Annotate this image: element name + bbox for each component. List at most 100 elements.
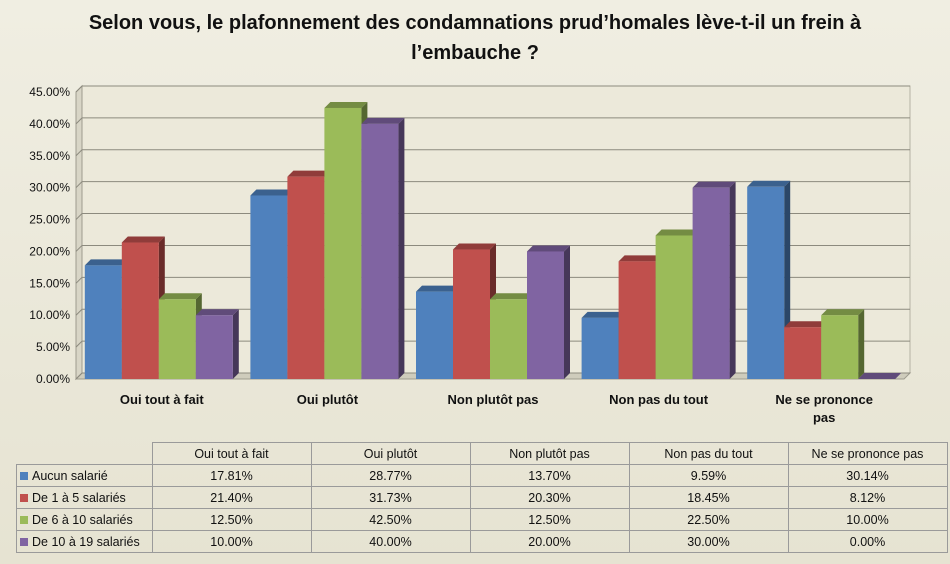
bar-top — [618, 255, 662, 262]
bar-front — [655, 235, 693, 379]
y-tick-label: 5.00% — [36, 340, 70, 354]
bar — [858, 373, 902, 379]
table-cell: 17.81% — [151, 464, 312, 487]
bar-front — [490, 299, 527, 379]
bar — [361, 117, 405, 379]
bar-top — [821, 309, 865, 316]
bar — [158, 293, 202, 379]
bar — [195, 309, 239, 379]
table-corner — [16, 442, 153, 465]
bar-top — [784, 321, 828, 328]
table-row: De 1 à 5 salariés 21.40% 31.73% 20.30% 18.45… — [16, 486, 948, 509]
bar — [84, 259, 128, 379]
bar-top — [361, 117, 405, 124]
legend-key — [20, 537, 28, 546]
bar — [527, 245, 570, 379]
data-table: Oui tout à fait Oui plutôt Non plutôt pas N… — [16, 442, 948, 553]
bar-top — [692, 181, 736, 188]
gridline — [75, 117, 910, 125]
table-column-header: Non plutôt pas — [469, 442, 630, 465]
bar-side — [858, 309, 865, 379]
table-cell: 20.30% — [469, 486, 630, 509]
bar-front — [453, 249, 490, 379]
bar-front — [581, 317, 619, 379]
bar — [692, 181, 736, 379]
table-cell: 9.59% — [628, 464, 789, 487]
bar-top — [581, 311, 625, 318]
y-tick-label: 35.00% — [29, 149, 70, 163]
bar-front — [821, 315, 859, 379]
table-cell: 8.12% — [787, 486, 948, 509]
legend-entry: De 1 à 5 salariés — [16, 486, 153, 509]
series-name: De 1 à 5 salariés — [32, 490, 126, 505]
bar-front — [287, 176, 325, 379]
table-cell: 22.50% — [628, 508, 789, 531]
y-tick-label: 10.00% — [29, 308, 70, 322]
series-name: De 10 à 19 salariés — [32, 534, 140, 549]
legend-entry: Aucun salarié — [16, 464, 153, 487]
bar — [416, 285, 459, 379]
bar-chart: 0.00% 5.00% 10.00% 15.00% 20.00% 25.00% 30.00%… — [29, 84, 912, 425]
table-cell: 42.50% — [310, 508, 471, 531]
bar-top — [527, 245, 570, 252]
bar — [581, 311, 625, 379]
table-cell: 12.50% — [469, 508, 630, 531]
bar-front — [195, 315, 233, 379]
x-category-label: Ne se prononce pas — [775, 392, 873, 425]
bar-top — [655, 229, 699, 236]
table-column-header: Oui plutôt — [310, 442, 471, 465]
bar-front — [527, 251, 564, 379]
table-row: Aucun salarié 17.81% 28.77% 13.70% 9.59% 30.1… — [16, 464, 948, 487]
bar-front — [747, 186, 785, 379]
chart-title: Selon vous, le plafonnement des condamna… — [88, 12, 862, 64]
y-tick-label: 15.00% — [29, 276, 70, 290]
y-tick-label: 25.00% — [29, 213, 70, 227]
bar-front — [250, 195, 288, 379]
table-cell: 10.00% — [787, 508, 948, 531]
bar-top — [324, 101, 368, 108]
bar — [821, 309, 865, 379]
bar-front — [121, 242, 159, 379]
gridline — [75, 85, 910, 93]
bar-front — [324, 107, 362, 379]
bar-side — [398, 117, 405, 379]
bar — [490, 293, 533, 379]
table-cell: 18.45% — [628, 486, 789, 509]
bar-front — [158, 299, 196, 379]
table-cell: 28.77% — [310, 464, 471, 487]
y-tick-label: 40.00% — [29, 117, 70, 131]
legend-key — [20, 493, 28, 502]
bar-front — [416, 291, 453, 379]
legend-entry: De 6 à 10 salariés — [16, 508, 153, 531]
table-cell: 13.70% — [469, 464, 630, 487]
table-cell: 30.14% — [787, 464, 948, 487]
bar-top — [121, 236, 165, 243]
x-category-label: Non pas du tout — [609, 392, 709, 407]
series-name: Aucun salarié — [32, 468, 108, 483]
table-cell: 0.00% — [787, 530, 948, 553]
bar-front — [692, 187, 730, 379]
bar — [618, 255, 662, 379]
y-tick-label: 20.00% — [29, 244, 70, 258]
y-tick-label: 0.00% — [36, 372, 70, 386]
bar-top — [858, 373, 902, 379]
bar-front — [361, 123, 399, 379]
bar-side — [729, 181, 736, 379]
bar-top — [747, 180, 791, 187]
bar-side — [564, 245, 570, 379]
bar — [324, 101, 368, 379]
plot-side-wall — [75, 84, 83, 381]
table-cell: 31.73% — [310, 486, 471, 509]
bar — [655, 229, 699, 379]
bar — [287, 170, 331, 379]
bar-front — [84, 265, 122, 379]
table-cell: 40.00% — [310, 530, 471, 553]
legend-entry: De 10 à 19 salariés — [16, 530, 153, 553]
bar-front — [618, 261, 656, 379]
bar-front — [784, 327, 822, 379]
bar — [784, 321, 828, 379]
bar-top — [416, 285, 459, 292]
gridline — [75, 213, 910, 220]
table-cell: 20.00% — [469, 530, 630, 553]
